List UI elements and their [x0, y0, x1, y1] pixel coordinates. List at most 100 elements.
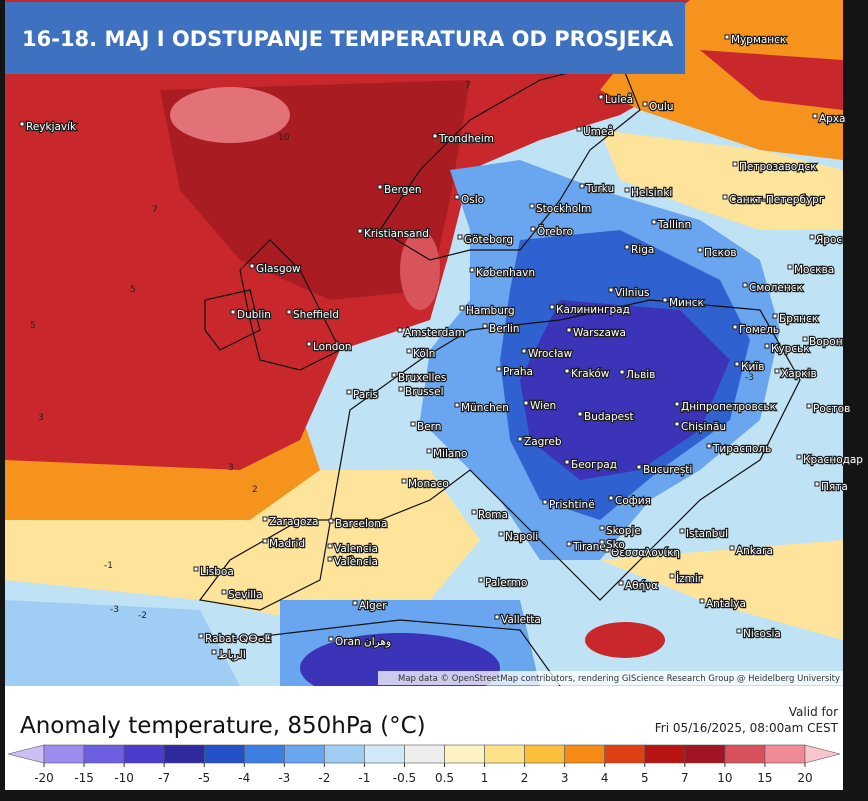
city-label: Prishtinë: [549, 499, 595, 511]
scale-tick-label: 0.5: [435, 771, 454, 785]
city-label: Vilnius: [615, 287, 649, 299]
city-labels: Reykjavík Trondheim Bergen Oslo Kristiansand…: [19, 33, 865, 662]
city-marker: [357, 228, 363, 234]
city-label: Минск: [669, 297, 704, 309]
city-label: Sko: [606, 539, 625, 551]
city-label: Köln: [413, 348, 435, 360]
city-label: Örebro: [537, 225, 573, 238]
city-marker: [787, 264, 793, 270]
city-marker: [401, 478, 407, 484]
city-marker: [306, 341, 312, 347]
city-marker: [211, 649, 217, 655]
city-marker: [742, 282, 748, 288]
legend-panel: [5, 686, 843, 790]
city-marker: [521, 348, 527, 354]
city-label: Москва: [794, 264, 834, 276]
city-marker: [494, 614, 500, 620]
contour-label: 7: [152, 205, 158, 215]
city-label: Bruxelles: [398, 372, 446, 384]
city-marker: [724, 34, 730, 40]
scale-swatch: [684, 744, 726, 764]
attribution: Map data © OpenStreetMap contributors, r…: [398, 674, 840, 684]
scale-swatch: [564, 744, 606, 764]
city-marker: [669, 573, 675, 579]
scale-swatch: [284, 744, 325, 764]
city-marker: [498, 531, 504, 537]
contour-label: -1: [104, 561, 113, 571]
city-marker: [764, 343, 770, 349]
scale-swatch: [163, 744, 205, 764]
city-marker: [377, 184, 383, 190]
contour-label: -3: [745, 373, 754, 383]
city-label: Kraków: [571, 368, 610, 380]
city-marker: [286, 309, 292, 315]
city-marker: [722, 194, 728, 200]
city-label: Praha: [503, 366, 533, 378]
city-label: Дніпропетровськ: [681, 401, 776, 413]
scale-swatch: [123, 744, 165, 764]
city-marker: [454, 194, 460, 200]
scale-tick-label: 5: [641, 771, 649, 785]
contour-label: 5: [130, 285, 136, 295]
city-label: Budapest: [584, 411, 634, 423]
scale-swatch: [203, 744, 245, 764]
city-label: Bergen: [384, 184, 422, 196]
city-marker: [406, 348, 412, 354]
city-label: Ворон: [809, 336, 843, 348]
scale-tick-label: 10: [717, 771, 732, 785]
city-marker: [732, 161, 738, 167]
city-label: Istanbul: [686, 528, 728, 540]
title-banner: [5, 2, 685, 74]
contour-label: 3: [38, 413, 44, 423]
city-label: Alger: [359, 600, 387, 612]
city-marker: [608, 287, 614, 293]
scale-swatch: [604, 744, 646, 764]
scale-tick-label: 1: [481, 771, 489, 785]
city-label: Курськ: [771, 343, 810, 355]
city-label: Kristiansand: [364, 228, 429, 240]
contour-label: -3: [110, 605, 119, 615]
scale-tick-label: -15: [74, 771, 94, 785]
contour-label: 2: [252, 485, 258, 495]
city-marker: [328, 518, 334, 524]
city-label: Ростов: [813, 403, 850, 415]
contour-labels: 10 7 7 5 5 3 3 2 -1 -2 -3 -3: [30, 81, 754, 621]
city-label: Reykjavík: [26, 121, 77, 133]
city-label: Краснодар: [803, 454, 863, 466]
city-marker: [346, 389, 352, 395]
scale-tick-label: 15: [757, 771, 772, 785]
city-label: Zagreb: [524, 436, 562, 448]
scale-swatch: [324, 744, 365, 764]
city-marker: [459, 305, 465, 311]
city-label: Калининград: [556, 304, 630, 316]
city-marker: [249, 263, 255, 269]
city-marker: [772, 313, 778, 319]
city-label: Lisboa: [200, 566, 234, 578]
city-label: Oran وهران: [335, 636, 391, 648]
city-label: Roma: [478, 509, 508, 521]
city-marker: [482, 323, 488, 329]
city-marker: [734, 361, 740, 367]
city-marker: [19, 121, 25, 127]
city-label: Wien: [530, 400, 556, 412]
city-marker: [262, 538, 268, 544]
city-marker: [530, 226, 536, 232]
city-marker: [774, 368, 780, 374]
city-label: Hamburg: [466, 305, 515, 317]
city-label: Арха: [819, 113, 846, 125]
city-label: Харків: [781, 368, 817, 380]
scale-tick-label: -1: [358, 771, 370, 785]
city-marker: [193, 566, 199, 572]
scale-swatch: [724, 744, 766, 764]
city-label: Sheffield: [293, 309, 339, 321]
city-label: Oslo: [461, 194, 484, 206]
scale-tick-label: 2: [521, 771, 529, 785]
city-marker: [426, 448, 432, 454]
scale-swatch: [644, 744, 686, 764]
scale-tick-label: -5: [198, 771, 210, 785]
city-label: Valencia: [334, 543, 378, 555]
color-scale: -20 -15 -10 -7 -5 -4 -3 -2 -1 -0.5 0.5 1 2 3 4 5 7 10 15 20: [7, 744, 841, 785]
valid-time: Fri 05/16/2025, 08:00am CEST: [655, 721, 839, 735]
city-marker: [624, 244, 630, 250]
